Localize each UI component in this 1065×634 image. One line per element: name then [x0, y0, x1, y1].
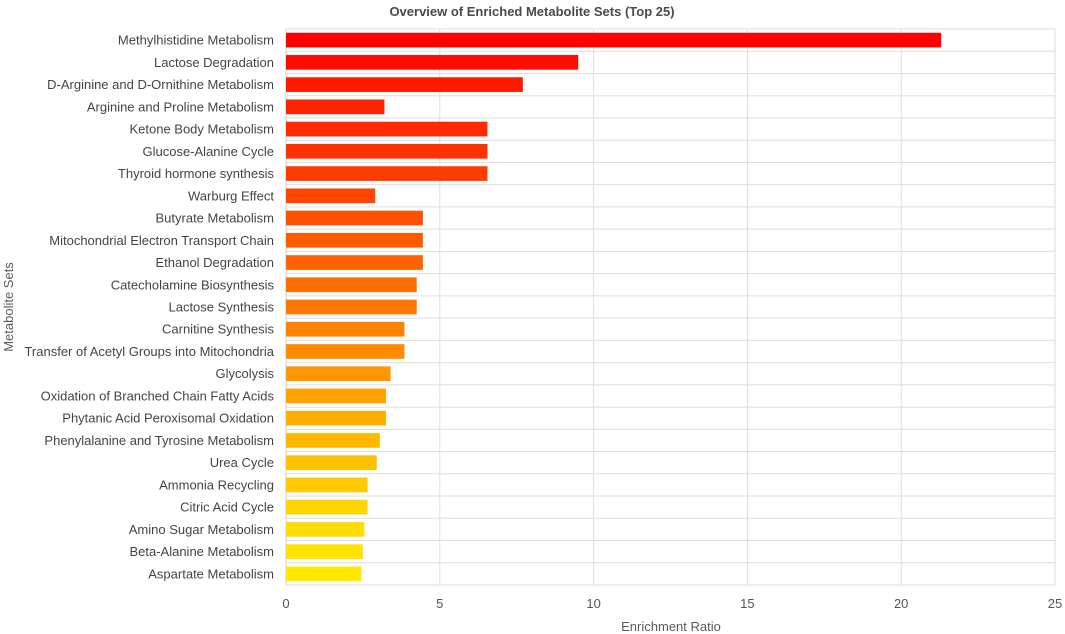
bar: [286, 321, 405, 337]
bar: [286, 522, 365, 537]
bar: [286, 77, 523, 92]
bar: [286, 210, 423, 226]
category-label: Mitochondrial Electron Transport Chain: [49, 233, 274, 248]
category-label: Phytanic Acid Peroxisomal Oxidation: [62, 411, 274, 426]
bar: [286, 366, 391, 382]
category-label: Phenylalanine and Tyrosine Metabolism: [44, 433, 274, 448]
category-label: Thyroid hormone synthesis: [118, 166, 275, 181]
category-label: Ammonia Recycling: [159, 477, 274, 492]
x-tick-label: 20: [894, 596, 908, 611]
category-label: Beta-Alanine Metabolism: [129, 544, 274, 559]
x-axis-title: Enrichment Ratio: [621, 619, 721, 634]
bar: [286, 166, 488, 181]
bar: [286, 255, 423, 270]
bar: [286, 455, 377, 471]
x-tick-label: 0: [282, 596, 289, 611]
category-label: Urea Cycle: [210, 455, 274, 470]
category-label: D-Arginine and D-Ornithine Metabolism: [47, 77, 274, 92]
x-tick-label: 5: [436, 596, 443, 611]
category-label: Methylhistidine Metabolism: [118, 33, 274, 48]
bar: [286, 143, 488, 159]
y-axis-title: Metabolite Sets: [1, 262, 16, 352]
bar: [286, 99, 385, 115]
category-label: Transfer of Acetyl Groups into Mitochond…: [24, 344, 274, 359]
category-label: Ethanol Degradation: [155, 255, 274, 270]
bar: [286, 55, 579, 70]
category-label: Amino Sugar Metabolism: [129, 522, 274, 537]
category-label: Carnitine Synthesis: [162, 322, 274, 337]
bar: [286, 188, 376, 204]
x-tick-labels: 0 5 10 15 20 25: [282, 596, 1062, 611]
chart-title: Overview of Enriched Metabolite Sets (To…: [389, 4, 674, 19]
bar: [286, 388, 386, 404]
category-label: Arginine and Proline Metabolism: [87, 99, 274, 114]
category-label: Citric Acid Cycle: [180, 500, 274, 515]
category-label: Lactose Synthesis: [168, 300, 274, 315]
category-label: Glucose-Alanine Cycle: [142, 144, 274, 159]
category-label: Oxidation of Branched Chain Fatty Acids: [41, 388, 275, 403]
bar: [286, 499, 368, 515]
bars: [286, 32, 942, 582]
bar: [286, 433, 380, 448]
x-tick-label: 10: [586, 596, 600, 611]
bar: [286, 32, 942, 48]
bar: [286, 566, 362, 582]
bar: [286, 121, 488, 137]
bar: [286, 299, 417, 315]
category-label: Catecholamine Biosynthesis: [111, 277, 275, 292]
bar: [286, 544, 363, 559]
bar: [286, 232, 423, 248]
bar: [286, 477, 368, 493]
category-label: Butyrate Metabolism: [156, 211, 275, 226]
category-label: Aspartate Metabolism: [148, 566, 274, 581]
x-tick-label: 25: [1048, 596, 1062, 611]
grid: [285, 28, 1056, 586]
category-label: Ketone Body Metabolism: [129, 122, 274, 137]
bar: [286, 277, 417, 293]
bar: [286, 344, 405, 359]
bar: [286, 410, 386, 426]
x-tick-label: 15: [740, 596, 754, 611]
category-label: Lactose Degradation: [154, 55, 274, 70]
category-label: Warburg Effect: [188, 188, 274, 203]
category-labels: Methylhistidine Metabolism Lactose Degrad…: [24, 33, 274, 582]
category-label: Glycolysis: [215, 366, 274, 381]
